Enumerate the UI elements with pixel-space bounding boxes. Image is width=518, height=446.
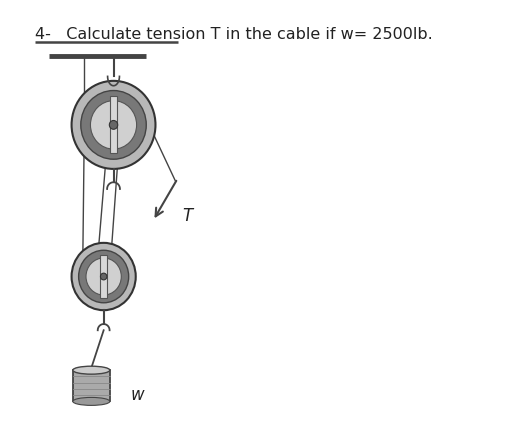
Text: 4-   Calculate tension T in the cable if w= 2500lb.: 4- Calculate tension T in the cable if w…	[35, 27, 433, 42]
Bar	[110, 96, 118, 153]
Ellipse shape	[71, 81, 155, 169]
Ellipse shape	[86, 258, 121, 295]
Text: w: w	[131, 386, 145, 404]
Bar	[73, 370, 110, 401]
Ellipse shape	[109, 120, 118, 129]
Ellipse shape	[81, 91, 146, 159]
Ellipse shape	[100, 273, 107, 280]
Ellipse shape	[91, 101, 137, 149]
Text: T: T	[183, 207, 193, 225]
Bar	[100, 255, 107, 298]
Ellipse shape	[79, 250, 128, 303]
Ellipse shape	[71, 243, 136, 310]
Ellipse shape	[73, 366, 110, 374]
Ellipse shape	[73, 397, 110, 405]
